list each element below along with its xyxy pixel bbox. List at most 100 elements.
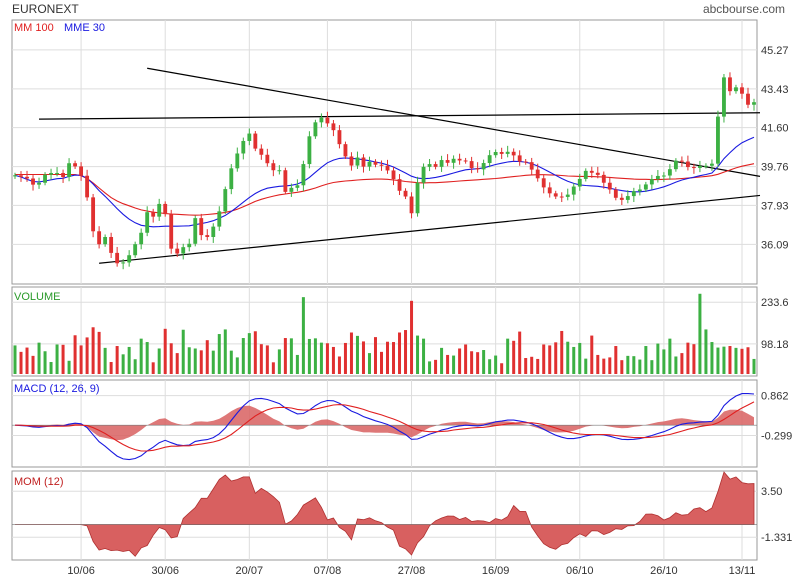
volume-bar-0 xyxy=(13,345,17,374)
candle-body-4 xyxy=(37,182,41,185)
ma-line-1 xyxy=(14,136,755,228)
volume-bar-22 xyxy=(145,342,149,374)
volume-bar-76 xyxy=(470,351,474,374)
macd-title: MACD (12, 26, 9) xyxy=(14,383,100,395)
volume-bar-51 xyxy=(319,342,323,374)
x-tick-5: 16/09 xyxy=(482,565,510,577)
volume-bar-62 xyxy=(386,341,390,374)
volume-bar-74 xyxy=(458,348,462,374)
candle-body-42 xyxy=(265,154,270,164)
volume-bar-43 xyxy=(271,362,275,374)
ma-line-0 xyxy=(15,163,755,216)
volume-bar-56 xyxy=(349,332,353,374)
volume-bar-120 xyxy=(734,347,738,374)
candle-body-34 xyxy=(217,211,222,227)
candle-body-79 xyxy=(487,155,492,164)
candle-body-50 xyxy=(313,122,318,137)
candle-body-1 xyxy=(19,175,23,177)
volume-bar-65 xyxy=(404,330,408,374)
volume-bar-106 xyxy=(650,360,654,374)
candle-body-54 xyxy=(337,130,342,145)
volume-bar-23 xyxy=(151,362,155,374)
volume-bar-121 xyxy=(740,348,744,374)
volume-bar-113 xyxy=(692,344,696,374)
volume-bar-10 xyxy=(73,335,77,374)
x-tick-4: 27/08 xyxy=(398,565,426,577)
candle-body-94 xyxy=(577,178,582,187)
volume-bar-17 xyxy=(115,346,119,374)
volume-bar-46 xyxy=(289,338,293,374)
candle-body-78 xyxy=(481,163,486,170)
candle-body-29 xyxy=(187,243,192,248)
candle-body-11 xyxy=(79,166,84,176)
volume-bar-34 xyxy=(217,334,221,374)
volume-bar-102 xyxy=(626,355,630,374)
volume-bar-71 xyxy=(440,347,444,374)
candle-body-63 xyxy=(391,170,396,180)
volume-bar-80 xyxy=(494,355,498,374)
candle-body-19 xyxy=(127,255,132,263)
volume-bar-111 xyxy=(680,353,684,374)
candle-body-75 xyxy=(463,160,468,162)
volume-bar-122 xyxy=(746,347,750,374)
x-tick-0: 10/06 xyxy=(67,565,95,577)
candle-body-59 xyxy=(367,161,372,167)
x-tick-2: 20/07 xyxy=(236,565,264,577)
volume-bar-92 xyxy=(566,341,570,374)
candle-body-39 xyxy=(247,133,252,141)
candle-body-44 xyxy=(277,170,282,172)
candle-body-95 xyxy=(583,170,588,179)
candle-body-83 xyxy=(511,151,516,156)
volume-bar-63 xyxy=(392,342,396,374)
candle-body-22 xyxy=(145,212,150,233)
candle-body-6 xyxy=(49,172,53,175)
volume-bar-87 xyxy=(536,358,540,374)
x-tick-7: 26/10 xyxy=(650,565,678,577)
candle-body-37 xyxy=(235,153,240,169)
volume-bar-104 xyxy=(638,359,642,374)
candle-body-119 xyxy=(728,77,732,92)
candle-body-33 xyxy=(211,226,216,237)
volume-bar-38 xyxy=(241,338,245,374)
candle-body-45 xyxy=(283,170,288,192)
price-y-tick-3: 39.76 xyxy=(761,162,789,174)
volume-bar-86 xyxy=(530,356,534,374)
volume-bar-7 xyxy=(55,344,59,374)
candle-body-93 xyxy=(571,186,576,195)
candle-body-41 xyxy=(259,148,264,155)
candle-body-9 xyxy=(67,163,71,178)
legend-mm100: MM 100 xyxy=(14,22,54,34)
volume-bar-78 xyxy=(482,350,486,374)
candle-body-23 xyxy=(151,212,156,217)
candle-body-84 xyxy=(517,155,522,162)
volume-bar-79 xyxy=(488,359,492,374)
volume-bar-52 xyxy=(325,343,329,374)
volume-bar-55 xyxy=(343,342,347,374)
candle-body-89 xyxy=(547,187,552,194)
candle-body-61 xyxy=(379,164,384,166)
volume-bar-1 xyxy=(19,351,23,374)
trendline-0 xyxy=(147,67,761,177)
volume-bar-39 xyxy=(247,333,251,374)
candle-body-86 xyxy=(529,162,534,170)
candle-body-47 xyxy=(295,185,300,188)
volume-bar-107 xyxy=(656,343,660,374)
volume-bar-4 xyxy=(37,342,41,374)
candle-body-67 xyxy=(415,182,420,214)
exchange-label: EURONEXT xyxy=(12,2,79,16)
candle-body-15 xyxy=(103,236,108,245)
volume-bar-84 xyxy=(518,331,522,374)
volume-bar-57 xyxy=(355,335,359,374)
volume-bar-59 xyxy=(367,353,371,374)
candle-body-97 xyxy=(595,172,600,175)
x-tick-6: 06/10 xyxy=(566,565,594,577)
volume-bar-117 xyxy=(716,347,720,374)
site-label: abcbourse.com xyxy=(703,2,785,16)
volume-bar-9 xyxy=(67,360,71,374)
candle-body-113 xyxy=(691,167,696,169)
volume-bar-99 xyxy=(608,357,612,374)
candle-body-55 xyxy=(343,144,348,157)
volume-bar-8 xyxy=(61,344,65,374)
volume-bar-98 xyxy=(602,358,606,374)
